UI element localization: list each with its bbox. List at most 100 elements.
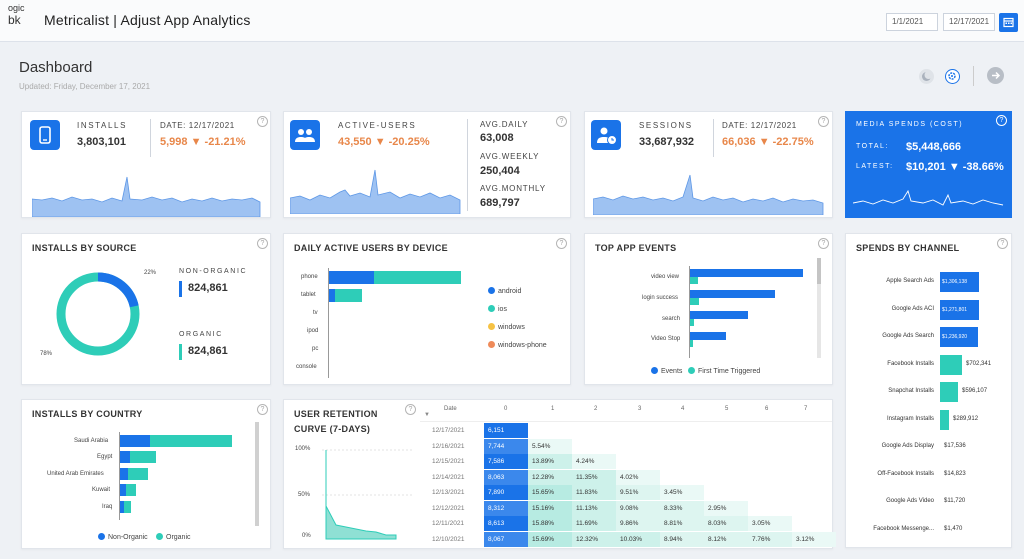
channel-value: $1,271,801 <box>942 306 968 313</box>
help-icon[interactable]: ? <box>996 115 1007 126</box>
help-icon[interactable]: ? <box>257 238 268 249</box>
installs-by-source-card: INSTALLS BY SOURCE ? 22% 78% NON-ORGANIC… <box>21 233 271 385</box>
retention-cell: 12.32% <box>572 531 616 547</box>
bar-login-events <box>690 290 775 298</box>
avg-weekly-label: AVG.WEEKLY <box>480 152 540 161</box>
day-column-header: 5 <box>725 406 729 412</box>
settings-button[interactable] <box>945 69 960 84</box>
organic-pct: 78% <box>40 351 53 357</box>
gear-icon <box>948 72 956 80</box>
bar-saudi-non-organic <box>120 435 150 447</box>
channel-value: $289,912 <box>953 415 979 422</box>
retention-cell: 3.45% <box>660 485 704 500</box>
retention-cell: 9.86% <box>616 516 660 531</box>
channel-label: Snapchat Installs <box>888 388 934 394</box>
organic-marker <box>179 344 182 360</box>
scrollbar-thumb[interactable] <box>255 422 259 526</box>
non-organic-pct: 22% <box>144 270 157 276</box>
help-icon[interactable]: ? <box>818 116 829 127</box>
day-column-header: 2 <box>594 406 598 412</box>
retention-title-line2: CURVE (7-DAYS) <box>294 424 371 434</box>
channel-bar <box>940 272 979 292</box>
channel-value: $14,823 <box>944 470 966 477</box>
calendar-button[interactable] <box>999 13 1018 32</box>
latest-value: $10,201 ▼ -38.66% <box>906 161 1004 173</box>
day-column-header: 7 <box>804 406 808 412</box>
retention-cell: 2.95% <box>704 500 748 516</box>
organic-value: 824,861 <box>188 345 228 357</box>
help-icon[interactable]: ? <box>556 116 567 127</box>
retention-cell: 8.12% <box>704 531 748 547</box>
help-icon[interactable]: ? <box>257 404 268 415</box>
event-label: video view <box>651 274 680 280</box>
non-organic-value: 824,861 <box>188 282 228 294</box>
theme-toggle-button[interactable] <box>919 69 934 84</box>
total-label: TOTAL: <box>856 143 889 150</box>
channel-label: Off-Facebook Installs <box>877 470 934 477</box>
legend-text: windows-phone <box>498 342 547 349</box>
help-icon[interactable]: ? <box>818 238 829 249</box>
retention-cell: 15.69% <box>528 531 572 547</box>
updated-text: Updated: Friday, December 17, 2021 <box>19 82 151 91</box>
y-tick: 0% <box>302 533 311 539</box>
country-label: Kuwait <box>92 487 111 493</box>
channel-bar <box>940 354 962 375</box>
axis-line <box>689 266 690 358</box>
avg-monthly-value: 689,797 <box>480 197 520 209</box>
date-from-input[interactable]: 1/1/2021 <box>886 13 938 31</box>
retention-cell: 8,067 <box>484 531 528 547</box>
help-icon[interactable]: ? <box>556 238 567 249</box>
axis-line <box>119 432 120 520</box>
device-label: console <box>296 364 317 370</box>
y-tick: 100% <box>295 446 311 452</box>
row-date: 12/10/2021 <box>432 535 465 543</box>
help-icon[interactable]: ? <box>997 238 1008 249</box>
installs-kpi-card: INSTALLS 3,803,101 DATE: 12/17/2021 5,99… <box>21 111 271 218</box>
table-header <box>420 400 832 422</box>
channel-label: Instagram Installs <box>886 415 934 422</box>
donut-non-organic-slice <box>97 272 139 308</box>
dau-by-device-card: DAILY ACTIVE USERS BY DEVICE ? phone tab… <box>283 233 571 385</box>
media-spends-sparkline <box>853 189 1004 206</box>
scrollbar[interactable] <box>817 258 821 358</box>
page-title: Dashboard <box>19 59 93 76</box>
bar-kuwait-non-organic <box>120 484 126 496</box>
bar-tablet-ios <box>335 289 362 302</box>
user-clock-icon <box>597 127 617 145</box>
legend-windows-phone: windows-phone <box>488 341 547 349</box>
help-icon[interactable]: ? <box>405 404 416 415</box>
scrollbar-thumb[interactable] <box>817 258 821 284</box>
retention-cell: 9.08% <box>616 500 660 516</box>
spends-by-channel-card: SPENDS BY CHANNEL ? Apple Search Ads $1,3… <box>845 233 1012 548</box>
arrow-right-icon <box>992 71 1001 80</box>
bar-login-first <box>690 298 699 305</box>
sort-chevron-icon[interactable]: ▼ <box>424 412 430 418</box>
installs-label: INSTALLS <box>77 121 127 130</box>
retention-cell: 8.81% <box>660 516 704 531</box>
installs-by-source-title: INSTALLS BY SOURCE <box>32 243 137 253</box>
day-column-header: 4 <box>681 406 685 412</box>
app-title: Metricalist | Adjust App Analytics <box>44 12 251 28</box>
legend-text: android <box>498 288 522 295</box>
retention-cell: 11.83% <box>572 485 616 500</box>
media-spends-label: MEDIA SPENDS (COST) <box>856 121 964 128</box>
channel-value: $596,107 <box>962 388 988 394</box>
legend-organic: Organic <box>156 533 191 541</box>
bar-phone-ios <box>374 271 461 284</box>
help-icon[interactable]: ? <box>257 116 268 127</box>
top-app-events-title: TOP APP EVENTS <box>595 243 677 253</box>
y-tick: 50% <box>298 492 311 498</box>
legend-text: Non-Organic <box>108 534 148 541</box>
date-to-input[interactable]: 12/17/2021 <box>943 13 995 31</box>
channel-value: $1,306,138 <box>942 279 968 285</box>
scrollbar[interactable] <box>255 422 259 526</box>
next-page-button[interactable] <box>987 67 1004 84</box>
retention-cell: 15.88% <box>528 516 572 531</box>
avg-weekly-value: 250,404 <box>480 165 520 177</box>
total-value: $5,448,666 <box>906 141 962 153</box>
device-label: phone <box>301 274 318 280</box>
retention-cell: 4.24% <box>572 454 616 469</box>
installs-date-label: DATE: 12/17/2021 <box>160 121 235 130</box>
installs-daily-change: 5,998 ▼ -21.21% <box>160 136 246 148</box>
retention-table: ▼ Date 0 1 2 3 4 5 6 7 12/17/2021 6,151 12/16/202… <box>420 400 836 548</box>
